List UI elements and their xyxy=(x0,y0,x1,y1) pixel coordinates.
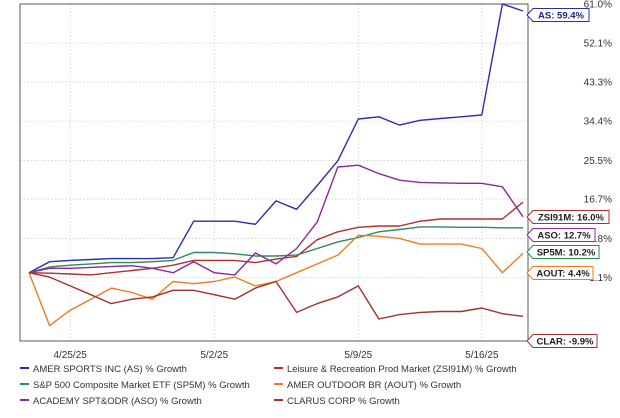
end-tag-label: AOUT: 4.4% xyxy=(536,269,590,280)
end-tag-label: ASO: 12.7% xyxy=(537,231,591,242)
y-tick-label: 43.3% xyxy=(584,77,612,88)
legend-item: CLARUS CORP % Growth xyxy=(274,394,400,409)
y-tick-label: 52.1% xyxy=(584,39,612,50)
series-line-1 xyxy=(28,201,524,276)
end-tag-box xyxy=(526,245,600,259)
legend-swatch xyxy=(274,399,283,402)
end-tag-label: ZSI91M: 16.0% xyxy=(538,213,605,224)
plot-area xyxy=(20,4,528,341)
series-line-2 xyxy=(28,226,523,274)
legend-item: ACADEMY SPT&ODR (ASO) % Growth xyxy=(20,394,202,409)
end-tag-5: CLAR: -9.9% xyxy=(526,334,598,348)
legend-label: AMER SPORTS INC (AS) % Growth xyxy=(33,364,187,375)
x-tick-label: 5/16/25 xyxy=(465,350,499,361)
series-line-0 xyxy=(28,3,524,274)
legend: AMER SPORTS INC (AS) % Growth Leisure & R… xyxy=(6,362,606,410)
end-tag-box xyxy=(526,266,594,280)
legend-item: AMER SPORTS INC (AS) % Growth xyxy=(20,362,187,377)
x-tick-label: 4/25/25 xyxy=(53,350,87,361)
end-tag-box xyxy=(526,228,596,242)
y-tick-label: -1.1% xyxy=(586,273,612,284)
legend-label: Leisure & Recreation Prod Market (ZSI91M… xyxy=(287,364,517,375)
end-tag-2: SP5M: 10.2% xyxy=(526,245,600,259)
x-tick-label: 5/2/25 xyxy=(200,350,228,361)
series-line-5 xyxy=(28,272,524,320)
x-tick-label: 5/9/25 xyxy=(344,350,372,361)
y-tick-label: 34.4% xyxy=(584,117,612,128)
end-tag-box xyxy=(526,334,598,348)
end-tag-3: AOUT: 4.4% xyxy=(526,266,594,280)
legend-swatch xyxy=(274,383,283,386)
legend-item: S&P 500 Composite Market ETF (SP5M) % Gr… xyxy=(20,378,250,393)
end-tag-box xyxy=(526,8,590,22)
end-tag-label: AS: 59.4% xyxy=(538,11,584,22)
legend-swatch xyxy=(20,367,29,370)
series-line-4 xyxy=(28,164,524,276)
legend-label: ACADEMY SPT&ODR (ASO) % Growth xyxy=(33,396,202,407)
end-tag-label: SP5M: 10.2% xyxy=(537,248,596,259)
legend-swatch xyxy=(20,383,29,386)
legend-label: CLARUS CORP % Growth xyxy=(287,396,400,407)
end-tag-box xyxy=(526,210,610,224)
legend-item: AMER OUTDOOR BR (AOUT) % Growth xyxy=(274,378,461,393)
legend-item: Leisure & Recreation Prod Market (ZSI91M… xyxy=(274,362,517,377)
legend-swatch xyxy=(274,367,283,370)
legend-label: S&P 500 Composite Market ETF (SP5M) % Gr… xyxy=(33,380,250,391)
end-tag-4: ASO: 12.7% xyxy=(526,228,596,242)
end-tag-label: CLAR: -9.9% xyxy=(536,337,594,348)
legend-label: AMER OUTDOOR BR (AOUT) % Growth xyxy=(287,380,462,391)
y-tick-label: 61.0% xyxy=(584,0,612,11)
end-tag-1: ZSI91M: 16.0% xyxy=(526,210,610,224)
y-tick-label: 16.7% xyxy=(584,195,612,206)
end-tag-0: AS: 59.4% xyxy=(526,8,590,22)
y-tick-label: 25.5% xyxy=(584,156,612,167)
y-tick-label: 7.8% xyxy=(589,234,612,245)
plot-border xyxy=(19,3,529,342)
legend-swatch xyxy=(20,399,29,402)
